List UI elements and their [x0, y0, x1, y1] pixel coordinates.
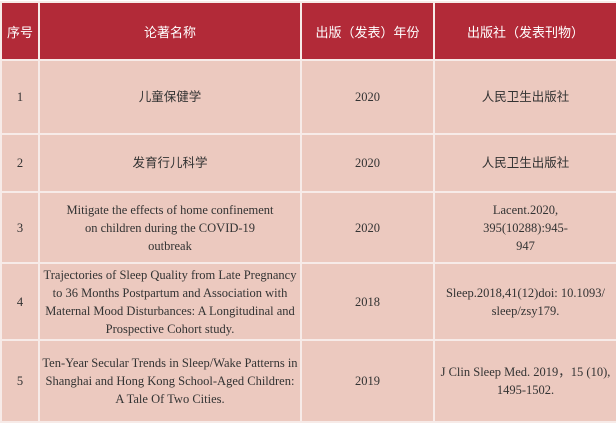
table-row: 1 儿童保健学 2020 人民卫生出版社 [0, 59, 616, 135]
cell-no: 5 [0, 339, 40, 423]
header-publisher: 出版社（发表刊物） [433, 1, 616, 61]
cell-publisher: Lacent.2020, 395(10288):945-947 [433, 191, 616, 264]
header-no: 序号 [0, 1, 40, 61]
cell-publisher: 人民卫生出版社 [433, 133, 616, 193]
table-row: 2 发育行儿科学 2020 人民卫生出版社 [0, 133, 616, 193]
cell-year: 2020 [300, 59, 435, 135]
header-title: 论著名称 [38, 1, 302, 61]
cell-no: 1 [0, 59, 40, 135]
header-row: 序号 论著名称 出版（发表）年份 出版社（发表刊物） [0, 1, 616, 61]
cell-title: 发育行儿科学 [38, 133, 302, 193]
cell-title: Ten-Year Secular Trends in Sleep/Wake Pa… [38, 339, 302, 423]
cell-year: 2018 [300, 262, 435, 341]
table-row: 4 Trajectories of Sleep Quality from Lat… [0, 262, 616, 341]
table-row: 3 Mitigate the effects of home confineme… [0, 191, 616, 264]
cell-title: Mitigate the effects of home confinement… [38, 191, 302, 264]
cell-year: 2019 [300, 339, 435, 423]
cell-publisher: Sleep.2018,41(12)doi: 10.1093/ sleep/zsy… [433, 262, 616, 341]
cell-year: 2020 [300, 191, 435, 264]
header-year: 出版（发表）年份 [300, 1, 435, 61]
cell-year: 2020 [300, 133, 435, 193]
cell-publisher: 人民卫生出版社 [433, 59, 616, 135]
cell-title: Trajectories of Sleep Quality from Late … [38, 262, 302, 341]
cell-no: 2 [0, 133, 40, 193]
cell-no: 3 [0, 191, 40, 264]
cell-publisher: J Clin Sleep Med. 2019，15 (10), 1495-150… [433, 339, 616, 423]
cell-no: 4 [0, 262, 40, 341]
table-row: 5 Ten-Year Secular Trends in Sleep/Wake … [0, 339, 616, 423]
cell-title: 儿童保健学 [38, 59, 302, 135]
